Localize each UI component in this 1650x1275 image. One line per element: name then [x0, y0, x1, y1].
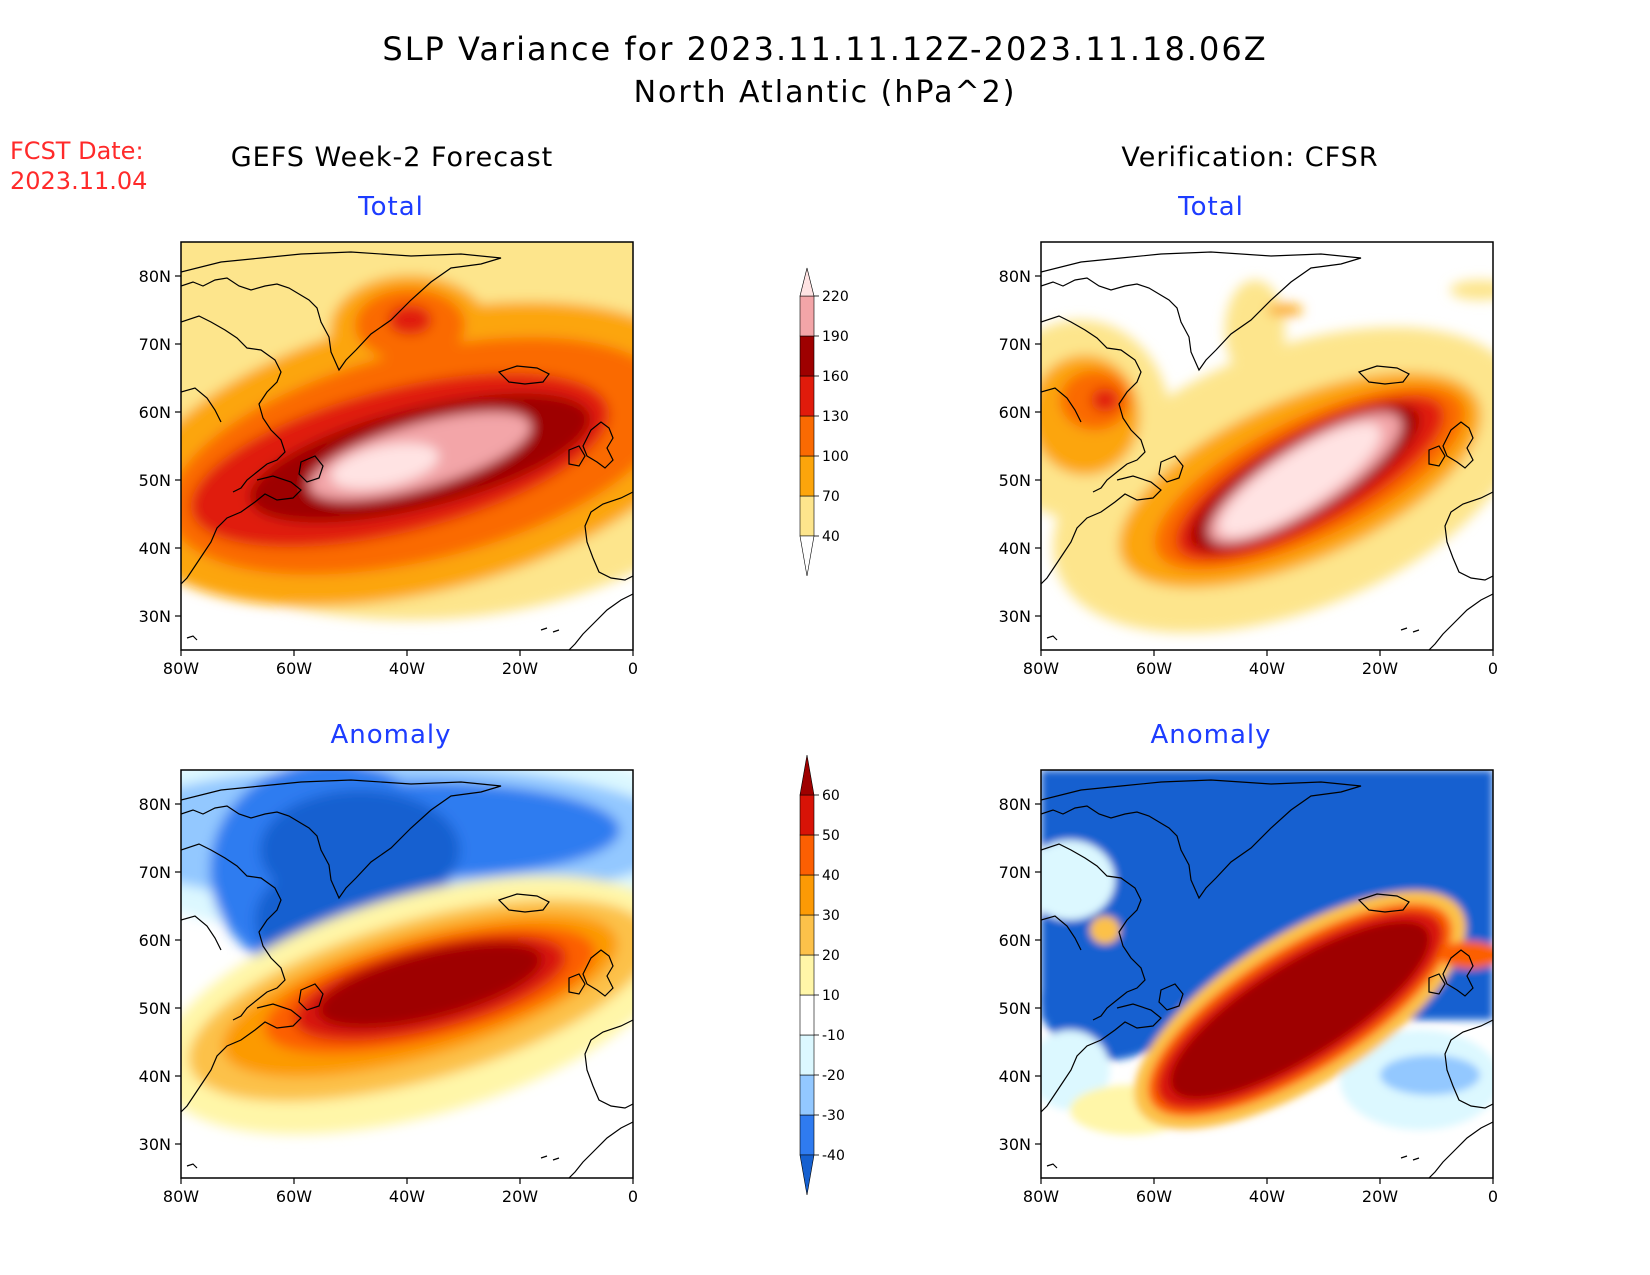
colorbar-swatch — [799, 954, 815, 996]
lat-tick-label: 30N — [999, 1135, 1031, 1154]
lat-tick-label: 30N — [139, 1135, 171, 1154]
lat-tick-label: 50N — [139, 471, 171, 490]
colorbar-level-label: 70 — [822, 489, 840, 505]
lat-tick-label: 60N — [999, 403, 1031, 422]
lon-tick-label: 40W — [389, 1187, 425, 1206]
colorbar-level-label: 130 — [822, 409, 849, 425]
anomaly-colorbar: -40 -30 -20 -10 10 20 30 40 50 60 — [799, 754, 845, 1196]
total-colorbar: 40 70 100 130 160 190 220 — [799, 267, 849, 577]
lon-tick-label: 0 — [628, 659, 638, 678]
lat-tick-label: 50N — [999, 999, 1031, 1018]
lon-tick-label: 80W — [1023, 659, 1059, 678]
colorbar-swatch — [799, 415, 815, 457]
verification-anomaly-subtitle: Anomaly — [1150, 720, 1272, 750]
colorbar-level-label: 190 — [822, 329, 849, 345]
lat-tick-label: 60N — [999, 931, 1031, 950]
lon-tick-label: 20W — [502, 1187, 538, 1206]
colorbar-swatch — [799, 914, 815, 956]
lat-tick-label: 50N — [139, 999, 171, 1018]
forecast-total-map — [181, 242, 633, 650]
lat-tick-label: 70N — [999, 335, 1031, 354]
colorbar-swatch — [799, 495, 815, 537]
lon-tick-label: 60W — [1136, 1187, 1172, 1206]
lat-tick-label: 80N — [139, 795, 171, 814]
colorbar-swatch — [799, 994, 815, 1036]
verification-total-map — [1041, 242, 1493, 650]
colorbar-level-label: 60 — [822, 788, 840, 804]
colorbar-swatch — [799, 455, 815, 497]
lon-tick-label: 80W — [163, 1187, 199, 1206]
lat-tick-label: 70N — [139, 335, 171, 354]
lon-tick-label: 40W — [1249, 659, 1285, 678]
colorbar-swatch — [799, 794, 815, 836]
verification-column-title: Verification: CFSR — [1121, 142, 1379, 173]
colorbar-level-label: 30 — [822, 908, 840, 924]
colorbar-level-label: 220 — [822, 289, 849, 305]
figure-title-line1: SLP Variance for 2023.11.11.12Z-2023.11.… — [382, 30, 1268, 68]
colorbar-cap-bottom — [799, 535, 815, 577]
lat-tick-label: 60N — [139, 931, 171, 950]
lon-tick-label: 60W — [1136, 659, 1172, 678]
lon-tick-label: 0 — [628, 1187, 638, 1206]
colorbar-cap-top — [799, 267, 815, 297]
lon-tick-label: 0 — [1488, 1187, 1498, 1206]
lon-tick-label: 20W — [502, 659, 538, 678]
colorbar-level-label: 10 — [822, 988, 840, 1004]
colorbar-level-label: 20 — [822, 948, 840, 964]
lat-tick-label: 70N — [139, 863, 171, 882]
colorbar-level-label: -30 — [822, 1108, 845, 1124]
lon-tick-label: 40W — [1249, 1187, 1285, 1206]
lon-tick-label: 40W — [389, 659, 425, 678]
lat-tick-label: 80N — [999, 795, 1031, 814]
fcst-date-value: 2023.11.04 — [10, 167, 148, 195]
fcst-date-label: FCST Date: — [10, 137, 144, 165]
colorbar-cap-top — [799, 754, 815, 796]
lat-tick-label: 70N — [999, 863, 1031, 882]
lat-tick-label: 40N — [139, 1067, 171, 1086]
colorbar-level-label: 100 — [822, 449, 849, 465]
colorbar-swatch — [799, 874, 815, 916]
lon-tick-label: 20W — [1362, 659, 1398, 678]
verification-total-subtitle: Total — [1178, 192, 1244, 222]
lat-tick-label: 30N — [999, 607, 1031, 626]
map-axes: 80N 70N 60N 50N 40N 30N 80W 60W 40W 20W 0 80N 70N 60N… — [139, 267, 1498, 1206]
colorbar-swatch — [799, 1034, 815, 1076]
lon-tick-label: 0 — [1488, 659, 1498, 678]
lat-tick-label: 80N — [999, 267, 1031, 286]
colorbar-swatch — [799, 375, 815, 417]
forecast-total-subtitle: Total — [358, 192, 424, 222]
verification-anomaly-map — [1041, 770, 1493, 1178]
lon-tick-label: 60W — [276, 659, 312, 678]
lon-tick-label: 80W — [1023, 1187, 1059, 1206]
colorbar-cap-bottom — [799, 1154, 815, 1196]
lon-tick-label: 80W — [163, 659, 199, 678]
colorbar-level-label: 40 — [822, 529, 840, 545]
colorbar-level-label: -40 — [822, 1148, 845, 1164]
colorbar-level-label: -20 — [822, 1068, 845, 1084]
colorbar-level-label: 50 — [822, 828, 840, 844]
colorbar-level-label: 40 — [822, 868, 840, 884]
figure-title-line2: North Atlantic (hPa^2) — [633, 75, 1017, 110]
lat-tick-label: 40N — [999, 539, 1031, 558]
lat-tick-label: 60N — [139, 403, 171, 422]
forecast-anomaly-subtitle: Anomaly — [330, 720, 452, 750]
colorbar-level-label: -10 — [822, 1028, 845, 1044]
lat-tick-label: 30N — [139, 607, 171, 626]
colorbar-swatch — [799, 834, 815, 876]
lat-tick-label: 50N — [999, 471, 1031, 490]
lat-tick-label: 80N — [139, 267, 171, 286]
lat-tick-label: 40N — [139, 539, 171, 558]
colorbar-swatch — [799, 1074, 815, 1116]
colorbar-swatch — [799, 335, 815, 377]
lon-tick-label: 60W — [276, 1187, 312, 1206]
colorbar-swatch — [799, 1114, 815, 1156]
forecast-column-title: GEFS Week-2 Forecast — [230, 142, 554, 173]
lon-tick-label: 20W — [1362, 1187, 1398, 1206]
forecast-anomaly-map — [181, 770, 633, 1178]
colorbar-level-label: 160 — [822, 369, 849, 385]
lat-tick-label: 40N — [999, 1067, 1031, 1086]
colorbar-swatch — [799, 295, 815, 337]
